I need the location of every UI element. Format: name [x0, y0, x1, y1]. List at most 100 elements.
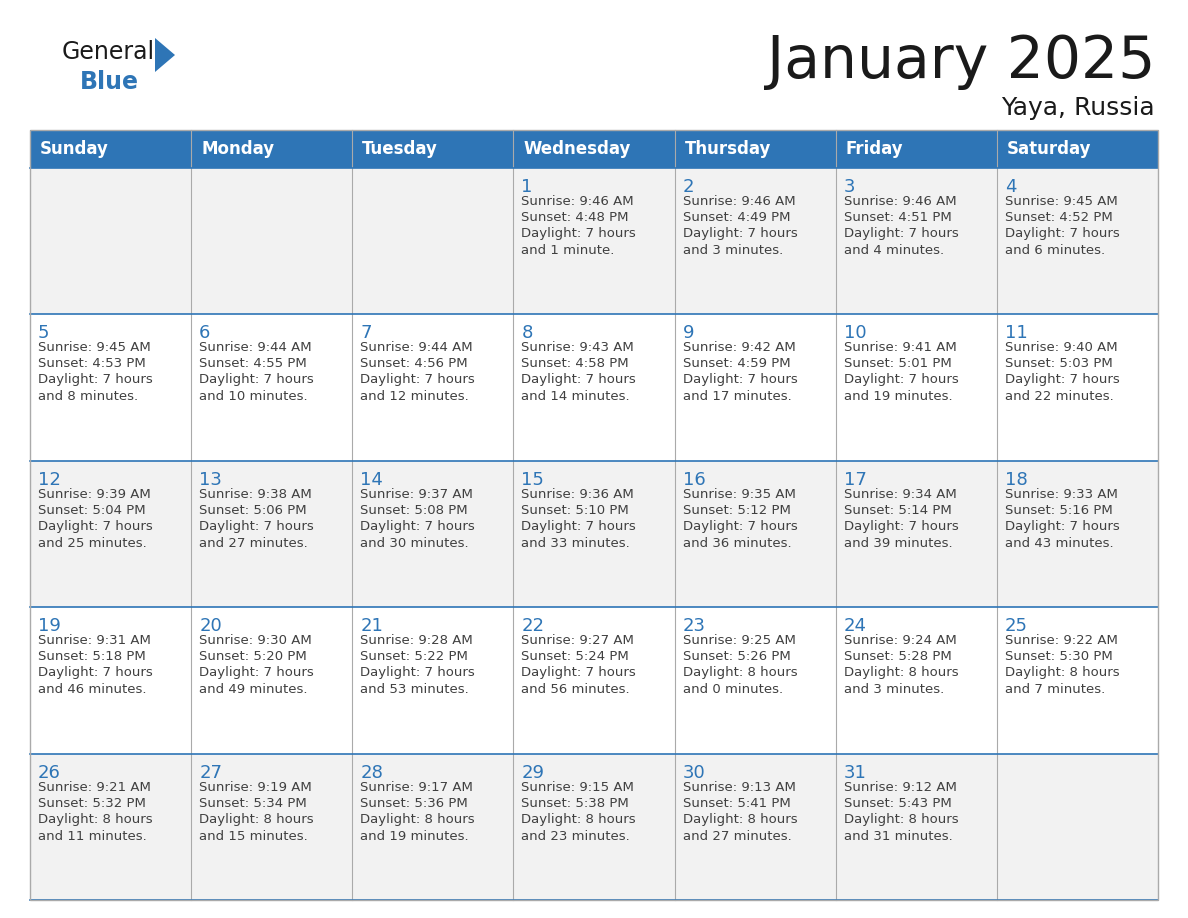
Text: 21: 21	[360, 617, 384, 635]
Text: Sunrise: 9:41 AM: Sunrise: 9:41 AM	[843, 341, 956, 354]
Text: 23: 23	[683, 617, 706, 635]
Text: Daylight: 7 hours
and 43 minutes.: Daylight: 7 hours and 43 minutes.	[1005, 520, 1119, 550]
Text: Daylight: 7 hours
and 1 minute.: Daylight: 7 hours and 1 minute.	[522, 227, 637, 257]
Text: Daylight: 7 hours
and 6 minutes.: Daylight: 7 hours and 6 minutes.	[1005, 227, 1119, 257]
Text: 22: 22	[522, 617, 544, 635]
Text: Sunset: 5:24 PM: Sunset: 5:24 PM	[522, 650, 630, 663]
Text: Sunset: 5:22 PM: Sunset: 5:22 PM	[360, 650, 468, 663]
Text: Sunset: 4:55 PM: Sunset: 4:55 PM	[200, 357, 307, 370]
Text: 30: 30	[683, 764, 706, 781]
Text: Sunrise: 9:44 AM: Sunrise: 9:44 AM	[200, 341, 311, 354]
Text: 7: 7	[360, 324, 372, 342]
Text: Daylight: 7 hours
and 53 minutes.: Daylight: 7 hours and 53 minutes.	[360, 666, 475, 696]
Text: 28: 28	[360, 764, 384, 781]
Text: Daylight: 7 hours
and 25 minutes.: Daylight: 7 hours and 25 minutes.	[38, 520, 153, 550]
Text: 4: 4	[1005, 178, 1017, 196]
Text: Saturday: Saturday	[1007, 140, 1092, 158]
Bar	[30, 607, 1158, 754]
Text: Sunset: 5:43 PM: Sunset: 5:43 PM	[843, 797, 952, 810]
Text: 24: 24	[843, 617, 867, 635]
Text: Friday: Friday	[846, 140, 903, 158]
Text: Daylight: 7 hours
and 56 minutes.: Daylight: 7 hours and 56 minutes.	[522, 666, 637, 696]
Text: Sunset: 4:49 PM: Sunset: 4:49 PM	[683, 211, 790, 224]
Text: Sunrise: 9:46 AM: Sunrise: 9:46 AM	[843, 195, 956, 208]
Text: Daylight: 8 hours
and 19 minutes.: Daylight: 8 hours and 19 minutes.	[360, 812, 475, 843]
Text: 10: 10	[843, 324, 866, 342]
Text: 27: 27	[200, 764, 222, 781]
Text: Sunset: 4:53 PM: Sunset: 4:53 PM	[38, 357, 146, 370]
Text: Sunset: 5:26 PM: Sunset: 5:26 PM	[683, 650, 790, 663]
Text: Sunrise: 9:45 AM: Sunrise: 9:45 AM	[1005, 195, 1118, 208]
Bar	[30, 461, 1158, 607]
Text: Daylight: 7 hours
and 30 minutes.: Daylight: 7 hours and 30 minutes.	[360, 520, 475, 550]
Text: Daylight: 7 hours
and 33 minutes.: Daylight: 7 hours and 33 minutes.	[522, 520, 637, 550]
Text: Sunrise: 9:27 AM: Sunrise: 9:27 AM	[522, 634, 634, 647]
Text: Sunset: 5:20 PM: Sunset: 5:20 PM	[200, 650, 307, 663]
Bar	[30, 754, 1158, 900]
Text: 16: 16	[683, 471, 706, 488]
Text: Sunrise: 9:37 AM: Sunrise: 9:37 AM	[360, 487, 473, 501]
Text: Sunset: 5:28 PM: Sunset: 5:28 PM	[843, 650, 952, 663]
Text: 19: 19	[38, 617, 61, 635]
Text: 15: 15	[522, 471, 544, 488]
Text: Sunrise: 9:17 AM: Sunrise: 9:17 AM	[360, 780, 473, 793]
Text: Sunrise: 9:30 AM: Sunrise: 9:30 AM	[200, 634, 312, 647]
Text: Sunset: 5:16 PM: Sunset: 5:16 PM	[1005, 504, 1113, 517]
Text: Sunrise: 9:40 AM: Sunrise: 9:40 AM	[1005, 341, 1118, 354]
Text: 29: 29	[522, 764, 544, 781]
Text: Sunset: 5:03 PM: Sunset: 5:03 PM	[1005, 357, 1113, 370]
Text: Daylight: 7 hours
and 8 minutes.: Daylight: 7 hours and 8 minutes.	[38, 374, 153, 403]
Text: Sunset: 5:34 PM: Sunset: 5:34 PM	[200, 797, 307, 810]
Text: Daylight: 7 hours
and 27 minutes.: Daylight: 7 hours and 27 minutes.	[200, 520, 314, 550]
Text: Sunrise: 9:42 AM: Sunrise: 9:42 AM	[683, 341, 795, 354]
Text: Sunset: 5:41 PM: Sunset: 5:41 PM	[683, 797, 790, 810]
Text: Daylight: 8 hours
and 7 minutes.: Daylight: 8 hours and 7 minutes.	[1005, 666, 1119, 696]
Text: Sunrise: 9:46 AM: Sunrise: 9:46 AM	[683, 195, 795, 208]
Text: Daylight: 7 hours
and 10 minutes.: Daylight: 7 hours and 10 minutes.	[200, 374, 314, 403]
Text: Sunrise: 9:28 AM: Sunrise: 9:28 AM	[360, 634, 473, 647]
Text: Daylight: 7 hours
and 46 minutes.: Daylight: 7 hours and 46 minutes.	[38, 666, 153, 696]
Text: Sunrise: 9:22 AM: Sunrise: 9:22 AM	[1005, 634, 1118, 647]
Text: Sunset: 4:59 PM: Sunset: 4:59 PM	[683, 357, 790, 370]
Text: Monday: Monday	[201, 140, 274, 158]
Text: Sunrise: 9:24 AM: Sunrise: 9:24 AM	[843, 634, 956, 647]
Text: Sunrise: 9:44 AM: Sunrise: 9:44 AM	[360, 341, 473, 354]
Text: Daylight: 7 hours
and 19 minutes.: Daylight: 7 hours and 19 minutes.	[843, 374, 959, 403]
Text: Sunday: Sunday	[40, 140, 109, 158]
Text: Sunrise: 9:38 AM: Sunrise: 9:38 AM	[200, 487, 312, 501]
Text: 9: 9	[683, 324, 694, 342]
Text: Daylight: 7 hours
and 39 minutes.: Daylight: 7 hours and 39 minutes.	[843, 520, 959, 550]
Text: Sunset: 5:38 PM: Sunset: 5:38 PM	[522, 797, 630, 810]
Polygon shape	[154, 38, 175, 72]
Text: Daylight: 8 hours
and 31 minutes.: Daylight: 8 hours and 31 minutes.	[843, 812, 959, 843]
Text: 5: 5	[38, 324, 50, 342]
Text: Daylight: 8 hours
and 23 minutes.: Daylight: 8 hours and 23 minutes.	[522, 812, 636, 843]
Text: Sunset: 5:01 PM: Sunset: 5:01 PM	[843, 357, 952, 370]
Text: Yaya, Russia: Yaya, Russia	[1001, 96, 1155, 120]
Text: Sunset: 5:14 PM: Sunset: 5:14 PM	[843, 504, 952, 517]
Text: Sunrise: 9:43 AM: Sunrise: 9:43 AM	[522, 341, 634, 354]
Text: Daylight: 8 hours
and 11 minutes.: Daylight: 8 hours and 11 minutes.	[38, 812, 152, 843]
Text: Daylight: 7 hours
and 36 minutes.: Daylight: 7 hours and 36 minutes.	[683, 520, 797, 550]
Text: 20: 20	[200, 617, 222, 635]
Text: Daylight: 7 hours
and 49 minutes.: Daylight: 7 hours and 49 minutes.	[200, 666, 314, 696]
Text: Daylight: 7 hours
and 12 minutes.: Daylight: 7 hours and 12 minutes.	[360, 374, 475, 403]
Text: 11: 11	[1005, 324, 1028, 342]
Text: Sunset: 5:04 PM: Sunset: 5:04 PM	[38, 504, 146, 517]
Text: Sunrise: 9:12 AM: Sunrise: 9:12 AM	[843, 780, 956, 793]
Text: Sunrise: 9:25 AM: Sunrise: 9:25 AM	[683, 634, 796, 647]
Text: Sunset: 5:30 PM: Sunset: 5:30 PM	[1005, 650, 1113, 663]
Text: Sunset: 5:10 PM: Sunset: 5:10 PM	[522, 504, 630, 517]
Text: General: General	[62, 40, 156, 64]
Text: Daylight: 7 hours
and 22 minutes.: Daylight: 7 hours and 22 minutes.	[1005, 374, 1119, 403]
Text: Daylight: 7 hours
and 14 minutes.: Daylight: 7 hours and 14 minutes.	[522, 374, 637, 403]
Text: 25: 25	[1005, 617, 1028, 635]
Bar	[30, 130, 1158, 168]
Text: Sunrise: 9:46 AM: Sunrise: 9:46 AM	[522, 195, 634, 208]
Text: Sunrise: 9:33 AM: Sunrise: 9:33 AM	[1005, 487, 1118, 501]
Text: Daylight: 7 hours
and 3 minutes.: Daylight: 7 hours and 3 minutes.	[683, 227, 797, 257]
Text: 6: 6	[200, 324, 210, 342]
Text: Sunset: 5:06 PM: Sunset: 5:06 PM	[200, 504, 307, 517]
Text: Daylight: 7 hours
and 4 minutes.: Daylight: 7 hours and 4 minutes.	[843, 227, 959, 257]
Text: Sunset: 5:18 PM: Sunset: 5:18 PM	[38, 650, 146, 663]
